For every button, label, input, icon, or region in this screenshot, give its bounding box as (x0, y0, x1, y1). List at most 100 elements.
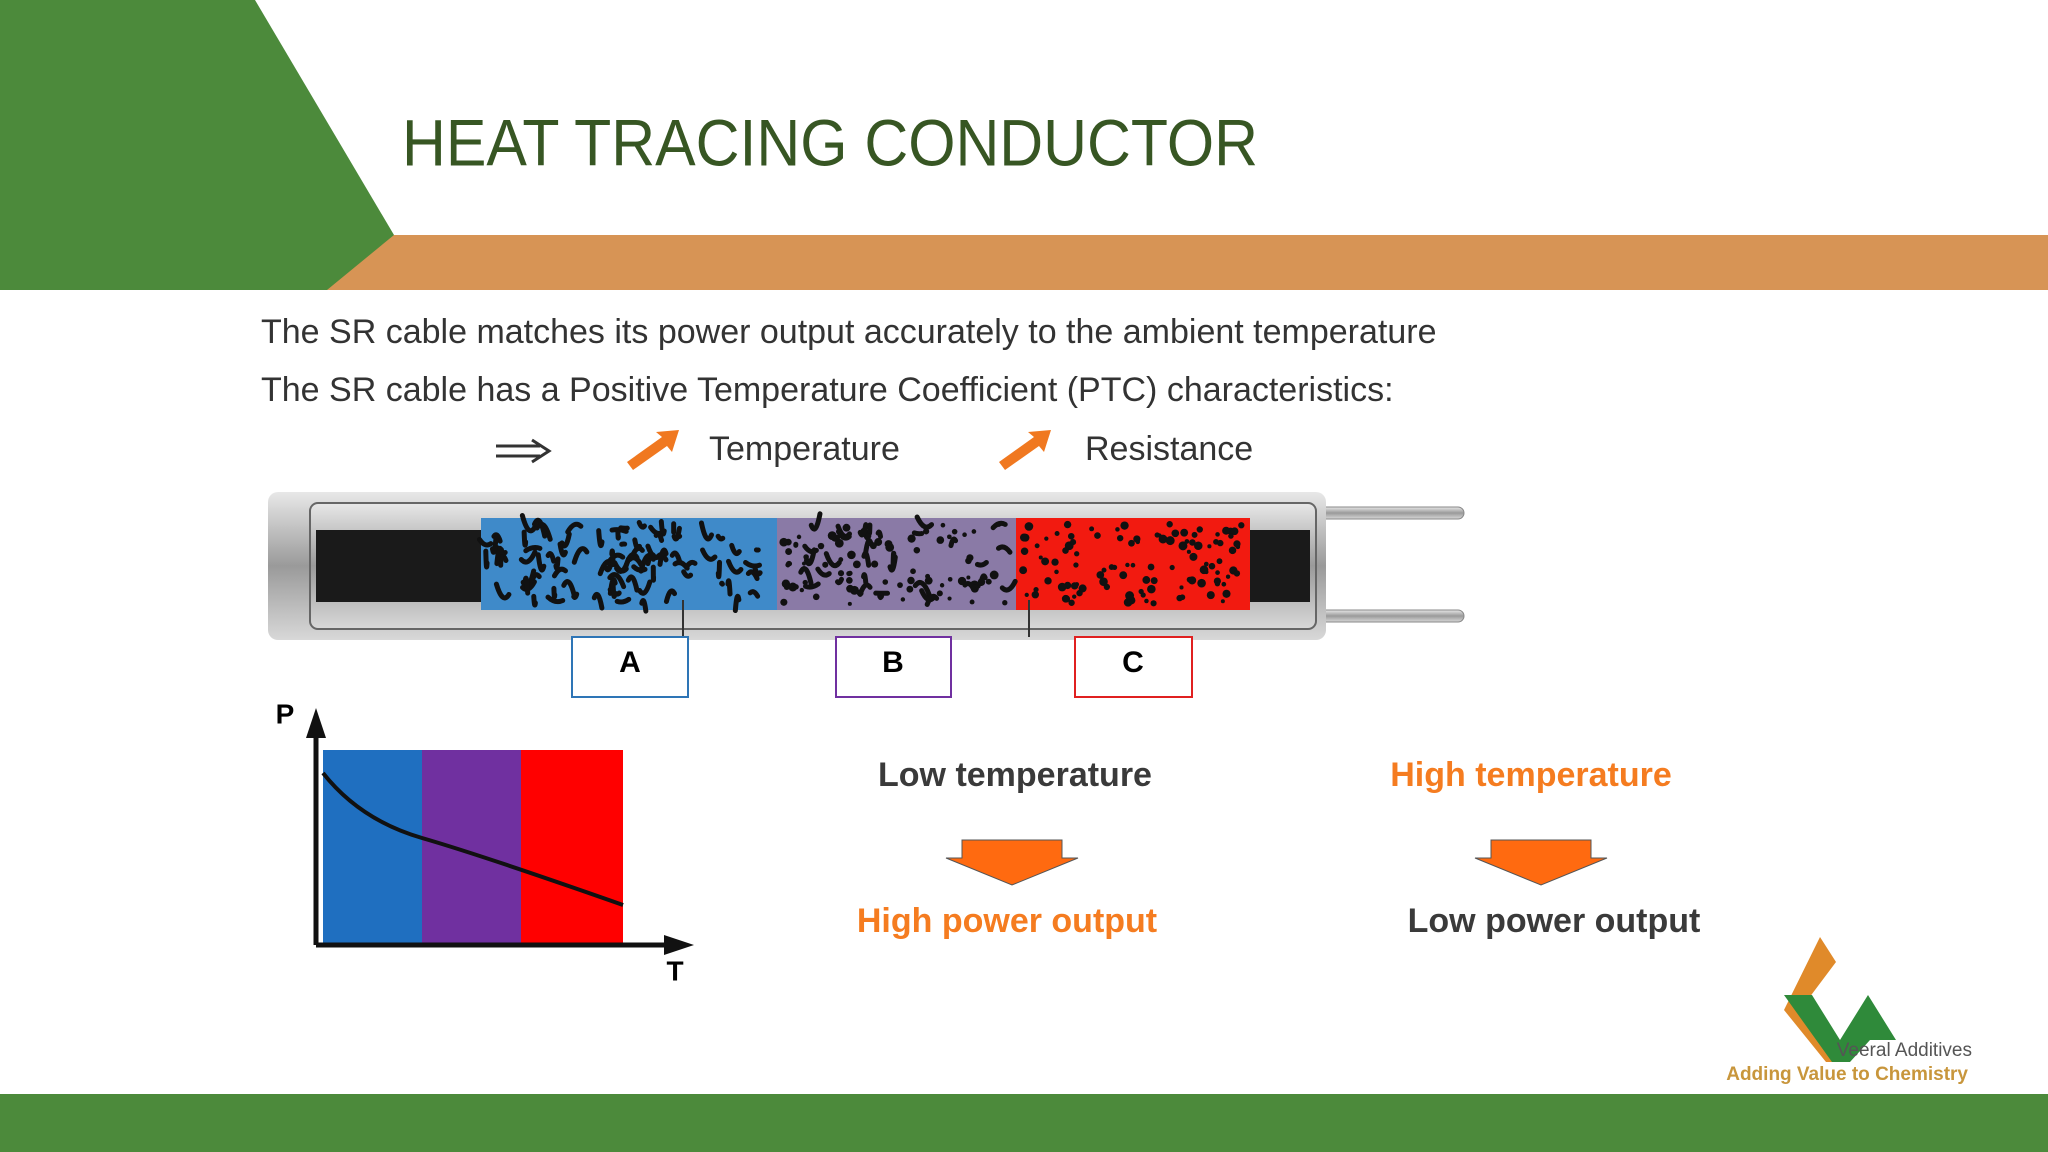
carbon-dot (1154, 532, 1160, 538)
carbon-dot (878, 595, 883, 601)
carbon-dot (1225, 574, 1231, 579)
implies-arrow (496, 438, 552, 464)
carbon-strand (522, 575, 531, 596)
carbon-dot (793, 584, 799, 590)
carbon-dot (1222, 589, 1231, 598)
carbon-strand (571, 591, 580, 600)
logo-stripe (1784, 937, 1840, 1062)
carbon-dot (847, 601, 852, 606)
carbon-strand (912, 580, 932, 598)
carbon-dot (966, 554, 974, 562)
carbon-strand (875, 529, 884, 540)
carbon-dot (1166, 521, 1173, 528)
carbon-strand (531, 593, 538, 608)
carbon-dot (1020, 547, 1029, 555)
carbon-dot (1180, 528, 1189, 537)
carbon-dot (1069, 539, 1077, 546)
graph-band (323, 750, 422, 943)
carbon-dot (1144, 598, 1149, 604)
carbon-strand (625, 574, 640, 593)
carbon-dot (939, 583, 945, 588)
carbon-strand (857, 522, 869, 538)
carbon-strand (476, 536, 494, 548)
carbon-strand (571, 546, 590, 565)
carbon-dot (1073, 562, 1079, 568)
carbon-strand (491, 532, 503, 544)
carbon-dot (1054, 569, 1059, 575)
carbon-strand (561, 579, 578, 600)
carbon-dot (940, 522, 946, 528)
carbon-dot (1108, 564, 1115, 570)
carbon-strand (974, 559, 989, 568)
carbon-strand (861, 550, 872, 568)
footer-band (0, 1094, 2048, 1152)
carbon-dot (781, 579, 791, 588)
carbon-dot (1130, 562, 1136, 568)
carbon-strand (483, 548, 490, 570)
carbon-particles (476, 511, 1245, 614)
carbon-dot (1068, 599, 1075, 606)
axis-arrow (306, 708, 326, 738)
carbon-strand (924, 593, 940, 607)
carbon-dot (1125, 591, 1135, 601)
carbon-dot (1044, 536, 1049, 541)
carbon-dot (1140, 592, 1146, 598)
axis-label: P (276, 698, 295, 729)
carbon-dot (827, 531, 837, 541)
carbon-dot (1072, 594, 1077, 599)
carbon-dot (969, 599, 975, 605)
carbon-dot (936, 536, 945, 544)
carbon-dot (1033, 587, 1039, 593)
carbon-dot (1199, 565, 1209, 575)
carbon-strand (610, 580, 618, 599)
carbon-dot (1094, 532, 1101, 539)
relation-label: Temperature (709, 430, 900, 468)
wire (1305, 506, 1465, 520)
carbon-dot (1238, 522, 1245, 529)
carbon-dot (1038, 555, 1043, 560)
carbon-dot (785, 548, 793, 555)
carbon-strand (815, 566, 832, 578)
carbon-dot (1165, 536, 1175, 546)
carbon-dot (1074, 551, 1080, 557)
carbon-dot (1208, 562, 1216, 570)
carbon-strand (684, 559, 698, 569)
logo-mark (1784, 995, 1896, 1062)
carbon-dot (1215, 532, 1220, 537)
carbon-dot (1125, 562, 1130, 568)
carbon-dot (947, 576, 953, 582)
carbon-strand (489, 535, 499, 555)
carbon-strand (990, 520, 1008, 531)
down-arrow (945, 839, 1079, 886)
zone-box (1074, 636, 1193, 698)
carbon-dot (856, 589, 864, 597)
carbon-strand (802, 581, 821, 590)
carbon-dot (846, 577, 853, 584)
carbon-strand (653, 531, 665, 543)
carbon-dot (852, 560, 861, 569)
carbon-strand (551, 585, 558, 600)
carbon-dot (1101, 567, 1107, 573)
carbon-strand (823, 551, 842, 569)
carbon-strand (531, 517, 548, 539)
carbon-dot (1133, 535, 1141, 543)
carbon-strand (835, 529, 852, 541)
carbon-dot (1206, 591, 1215, 600)
orange-band (327, 235, 2048, 290)
carbon-dot (971, 529, 977, 534)
carbon-dot (805, 558, 813, 565)
carbon-strand (725, 578, 733, 597)
carbon-dot (1020, 533, 1029, 542)
carbon-strand (559, 531, 572, 549)
carbon-dot (801, 561, 807, 566)
carbon-dot (1089, 526, 1095, 532)
carbon-dot (780, 598, 788, 606)
carbon-strand (494, 545, 504, 567)
carbon-strand (729, 542, 742, 557)
carbon-strand (551, 566, 568, 579)
carbon-dot (910, 568, 916, 575)
result: High power output (857, 902, 1157, 940)
carbon-dot (1067, 532, 1075, 540)
carbon-dot (1041, 557, 1050, 566)
